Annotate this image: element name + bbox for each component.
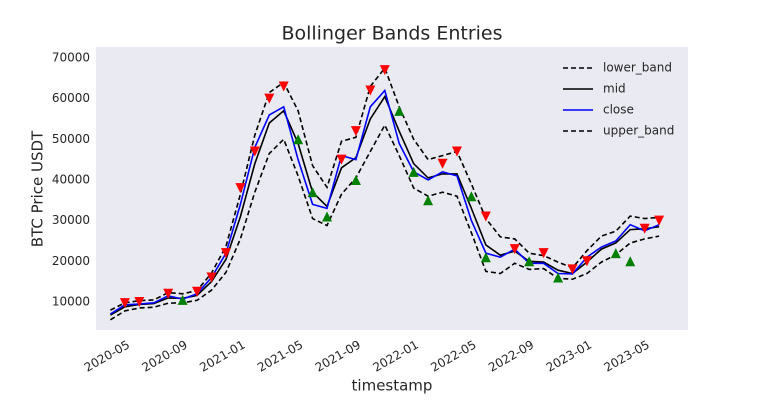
signal-marker (538, 248, 549, 259)
x-tick-label: 2023-05 (602, 338, 652, 375)
plot-area (96, 47, 688, 330)
signal-marker (235, 183, 246, 194)
legend-label: mid (603, 82, 626, 96)
x-tick-label: 2022-09 (486, 338, 536, 375)
y-tick-label: 50000 (52, 132, 90, 146)
signal-marker (480, 252, 491, 263)
signal-marker (192, 286, 203, 297)
signal-marker (278, 81, 289, 92)
signal-marker (654, 215, 665, 226)
x-axis-label: timestamp (352, 377, 433, 395)
x-tick-label: 2020-09 (139, 338, 189, 375)
signal-marker (581, 256, 592, 267)
x-tick-label: 2023-01 (544, 338, 594, 375)
y-tick-label: 10000 (52, 294, 90, 308)
series-line (109, 123, 660, 321)
signal-marker (177, 294, 188, 305)
y-tick-label: 40000 (52, 172, 90, 186)
signal-marker (610, 248, 621, 259)
legend-label: upper_band (603, 124, 674, 138)
signal-marker (466, 191, 477, 202)
series-line (109, 88, 660, 315)
signal-marker (365, 85, 376, 96)
series-line (110, 94, 660, 316)
signal-marker (625, 256, 636, 267)
x-tick-label: 2021-05 (255, 338, 305, 375)
chart-title: Bollinger Bands Entries (281, 23, 502, 45)
x-tick-label: 2022-05 (428, 338, 478, 375)
legend-label: lower_band (603, 61, 672, 75)
signal-marker (119, 298, 130, 309)
signal-marker (163, 288, 174, 299)
signal-marker (206, 272, 217, 283)
signal-marker (639, 223, 650, 234)
signal-marker (567, 264, 578, 275)
signal-marker (322, 211, 333, 222)
legend-label: close (603, 103, 634, 117)
signal-marker (307, 187, 318, 198)
y-axis-label: BTC Price USDT (29, 130, 47, 247)
y-tick-label: 60000 (52, 91, 90, 105)
x-tick-label: 2020-05 (82, 338, 132, 375)
signal-marker (293, 134, 304, 145)
x-tick-label: 2022-01 (370, 338, 420, 375)
signal-marker (350, 174, 361, 185)
x-tick-label: 2021-09 (313, 338, 363, 375)
signal-marker (480, 211, 491, 222)
x-tick-label: 2021-01 (197, 338, 247, 375)
signal-marker (264, 93, 275, 104)
signal-marker (379, 65, 390, 76)
y-tick-label: 70000 (52, 50, 90, 64)
signal-marker (394, 105, 405, 116)
signal-marker (451, 146, 462, 157)
signal-marker (220, 248, 231, 259)
signal-marker (524, 256, 535, 267)
signal-marker (553, 272, 564, 283)
signal-marker (336, 154, 347, 165)
signal-marker (408, 166, 419, 177)
signal-marker (134, 296, 145, 307)
y-tick-label: 20000 (52, 254, 90, 268)
signal-marker (423, 195, 434, 206)
series-line (110, 66, 660, 311)
signal-marker (350, 126, 361, 137)
y-tick-label: 30000 (52, 213, 90, 227)
signal-marker (509, 244, 520, 255)
signal-marker (249, 146, 260, 157)
signal-marker (437, 158, 448, 169)
